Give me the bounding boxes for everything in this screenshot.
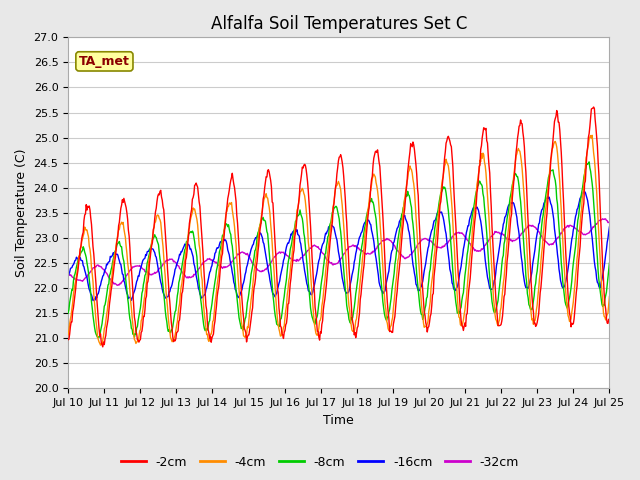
Text: TA_met: TA_met — [79, 55, 130, 68]
Y-axis label: Soil Temperature (C): Soil Temperature (C) — [15, 149, 28, 277]
Title: Alfalfa Soil Temperatures Set C: Alfalfa Soil Temperatures Set C — [211, 15, 467, 33]
Legend: -2cm, -4cm, -8cm, -16cm, -32cm: -2cm, -4cm, -8cm, -16cm, -32cm — [116, 451, 524, 474]
X-axis label: Time: Time — [323, 414, 354, 427]
